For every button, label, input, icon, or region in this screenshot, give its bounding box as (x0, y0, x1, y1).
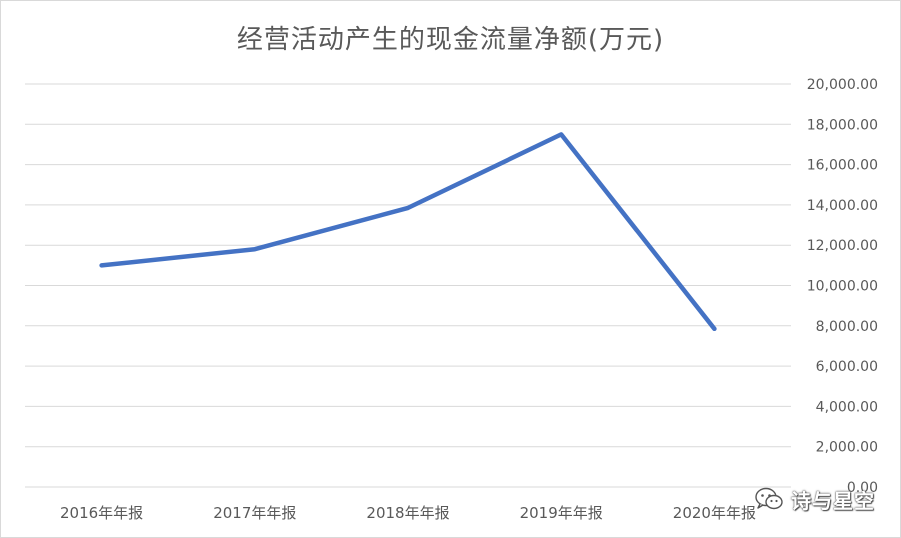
wechat-icon (755, 487, 783, 510)
y-axis-ticks: 0.00 2,000.00 4,000.00 6,000.00 8,000.00 10,0… (807, 77, 878, 496)
series-layer (99, 132, 717, 332)
y-tick-label: 14,000.00 (807, 198, 878, 214)
watermark: 诗与星空 (753, 483, 875, 515)
x-tick-label: 2019年年报 (520, 504, 603, 522)
series-line (99, 132, 717, 332)
x-tick-label: 2018年年报 (366, 504, 449, 522)
gridlines (25, 83, 791, 488)
y-tick-label: 4,000.00 (816, 399, 878, 415)
x-axis-ticks: 2016年年报 2017年年报 2018年年报 2019年年报 2020年年报 (60, 504, 756, 522)
x-tick-label: 2020年年报 (673, 504, 756, 522)
y-tick-label: 16,000.00 (807, 158, 878, 174)
y-tick-label: 10,000.00 (807, 279, 878, 295)
y-tick-label: 2,000.00 (816, 440, 878, 456)
y-tick-label: 18,000.00 (807, 117, 878, 133)
chart-title: 经营活动产生的现金流量净额(万元) (236, 25, 665, 55)
watermark-text: 诗与星空 (791, 488, 875, 513)
x-tick-label: 2017年年报 (213, 504, 296, 522)
y-tick-label: 6,000.00 (816, 359, 878, 375)
y-tick-label: 20,000.00 (807, 77, 878, 93)
x-tick-label: 2016年年报 (60, 504, 143, 522)
y-tick-label: 12,000.00 (807, 238, 878, 254)
y-tick-label: 8,000.00 (816, 319, 878, 335)
y-tick-label: 0.00 (847, 480, 878, 496)
